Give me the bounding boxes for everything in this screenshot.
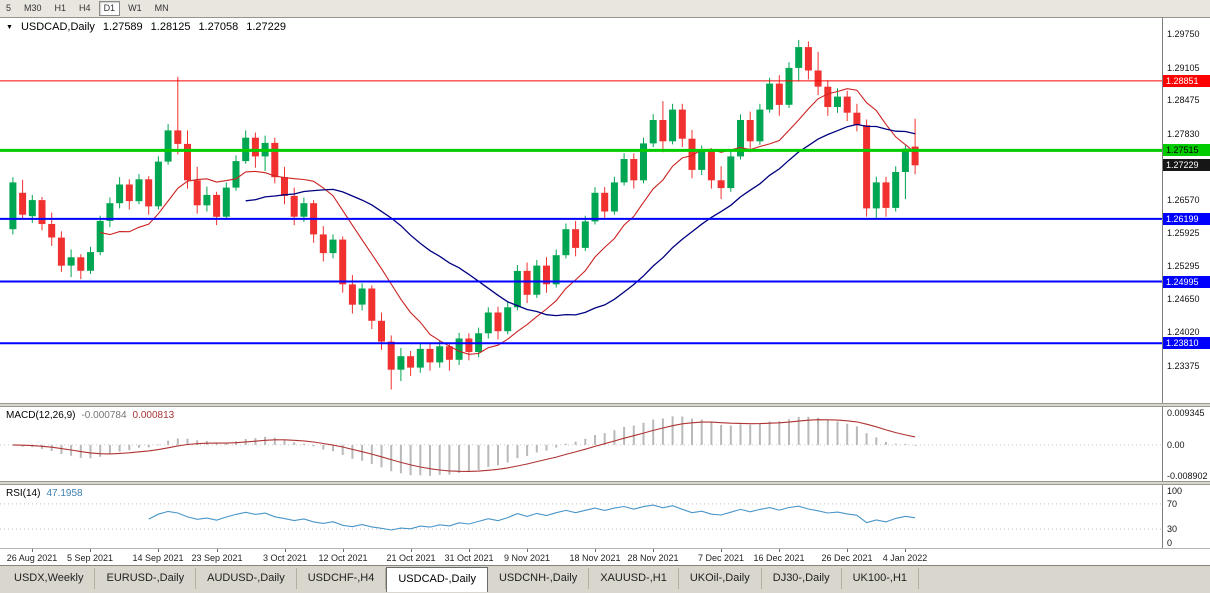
price-axis-label: 1.28475 — [1167, 95, 1200, 106]
timeframe-button-mn[interactable]: MN — [154, 3, 169, 13]
timeframe-button-5[interactable]: 5 — [6, 3, 12, 13]
price-axis-label: 1.29105 — [1167, 62, 1200, 73]
high-value: 1.28125 — [150, 21, 191, 33]
price-axis-label: 1.25925 — [1167, 228, 1200, 239]
chart-tabs: USDX,Weekly EURUSD-,Daily AUDUSD-,Daily USD… — [0, 565, 1210, 593]
symbol-marker-icon: ▼ — [6, 24, 13, 31]
time-tick — [653, 549, 654, 552]
rsi-chart-canvas[interactable] — [0, 485, 1162, 548]
timeframe-button-h1[interactable]: H1 — [54, 3, 67, 13]
price-level-tag: 1.23810 — [1163, 337, 1210, 349]
chart-tab-dj30-daily[interactable]: DJ30-,Daily — [762, 568, 842, 589]
rsi-value: 47.1958 — [46, 488, 83, 499]
price-axis-label: 1.23375 — [1167, 360, 1200, 371]
date-label: 14 Sep 2021 — [132, 553, 184, 563]
rsi-name: RSI(14) — [6, 488, 41, 499]
time-tick — [285, 549, 286, 552]
time-tick — [779, 549, 780, 552]
rsi-axis-label: 0 — [1167, 538, 1173, 548]
time-tick — [595, 549, 596, 552]
price-axis[interactable]: 1.29750 1.29105 1.28475 1.27830 1.26570 1.259… — [1162, 18, 1210, 548]
time-tick — [527, 549, 528, 552]
date-label: 5 Sep 2021 — [66, 553, 114, 563]
price-level-tag: 1.28851 — [1163, 75, 1210, 87]
open-value: 1.27589 — [102, 21, 143, 33]
time-tick — [847, 549, 848, 552]
time-tick — [905, 549, 906, 552]
time-axis[interactable]: 26 Aug 2021 5 Sep 2021 14 Sep 2021 23 Sep 2… — [0, 548, 1210, 565]
chart-tab-usdchf-h4[interactable]: USDCHF-,H4 — [297, 568, 387, 589]
pane-resize-handle-rsi[interactable] — [0, 481, 1210, 485]
rsi-pane[interactable]: RSI(14) 47.1958 — [0, 485, 1162, 548]
low-value: 1.27058 — [198, 21, 239, 33]
time-tick — [90, 549, 91, 552]
date-label: 26 Aug 2021 — [6, 553, 58, 563]
date-label: 16 Dec 2021 — [753, 553, 805, 563]
price-axis-label: 1.24650 — [1167, 294, 1200, 305]
macd-axis-label: -0.008902 — [1167, 471, 1208, 481]
price-axis-label: 1.29750 — [1167, 29, 1200, 40]
time-tick — [343, 549, 344, 552]
timeframe-toolbar: 5 M30 H1 H4 D1 W1 MN — [0, 0, 1210, 18]
symbol-timeframe-label: USDCAD,Daily — [20, 21, 95, 33]
timeframe-button-w1[interactable]: W1 — [128, 3, 142, 13]
price-pane[interactable]: ▼ USDCAD,Daily 1.27589 1.28125 1.27058 1… — [0, 18, 1162, 403]
chart-tab-xauusd-h1[interactable]: XAUUSD-,H1 — [589, 568, 679, 589]
macd-value: -0.000784 — [81, 410, 127, 421]
macd-axis-label: 0.00 — [1167, 439, 1185, 450]
chart-ohlc-label: ▼ USDCAD,Daily 1.27589 1.28125 1.27058 1… — [6, 21, 286, 33]
macd-pane[interactable]: MACD(12,26,9) -0.000784 0.000813 — [0, 407, 1162, 481]
price-axis-label: 1.24020 — [1167, 327, 1200, 338]
price-chart-canvas[interactable] — [0, 18, 1162, 403]
date-label: 4 Jan 2022 — [882, 553, 928, 563]
macd-chart-canvas[interactable] — [0, 407, 1162, 481]
chart-tab-usdcnh-daily[interactable]: USDCNH-,Daily — [488, 568, 590, 589]
time-tick — [411, 549, 412, 552]
date-label: 28 Nov 2021 — [627, 553, 679, 563]
pane-resize-handle-macd[interactable] — [0, 403, 1210, 407]
price-axis-label: 1.25295 — [1167, 260, 1200, 271]
price-level-tag: 1.26199 — [1163, 213, 1210, 225]
date-label: 21 Oct 2021 — [386, 553, 436, 563]
price-level-tag: 1.24995 — [1163, 276, 1210, 288]
chart-tab-usdx-weekly[interactable]: USDX,Weekly — [3, 568, 96, 589]
timeframe-button-d1[interactable]: D1 — [98, 1, 121, 16]
date-label: 12 Oct 2021 — [318, 553, 368, 563]
time-tick — [469, 549, 470, 552]
date-label: 18 Nov 2021 — [569, 553, 621, 563]
timeframe-button-h4[interactable]: H4 — [79, 3, 91, 13]
price-axis-label: 1.27830 — [1167, 129, 1200, 140]
chart-tab-usdcad-daily[interactable]: USDCAD-,Daily — [386, 567, 488, 592]
chart-tab-ukoil-daily[interactable]: UKOil-,Daily — [679, 568, 762, 589]
date-label: 23 Sep 2021 — [191, 553, 243, 563]
chart-window: ▼ USDCAD,Daily 1.27589 1.28125 1.27058 1… — [0, 18, 1210, 565]
rsi-axis-label: 70 — [1167, 498, 1178, 509]
date-label: 31 Oct 2021 — [444, 553, 494, 563]
time-tick — [158, 549, 159, 552]
current-price-tag: 1.27229 — [1163, 159, 1210, 171]
chart-tab-audusd-daily[interactable]: AUDUSD-,Daily — [196, 568, 297, 589]
macd-axis-label: 0.009345 — [1167, 408, 1205, 418]
macd-signal-value: 0.000813 — [132, 410, 175, 421]
macd-indicator-label: MACD(12,26,9) -0.000784 0.000813 — [6, 410, 174, 421]
date-label: 26 Dec 2021 — [821, 553, 873, 563]
macd-name: MACD(12,26,9) — [6, 410, 76, 421]
rsi-axis-label: 30 — [1167, 524, 1178, 535]
rsi-indicator-label: RSI(14) 47.1958 — [6, 488, 83, 499]
timeframe-button-m30[interactable]: M30 — [24, 3, 42, 13]
time-tick — [217, 549, 218, 552]
rsi-axis-label: 100 — [1167, 486, 1183, 496]
date-label: 3 Oct 2021 — [262, 553, 308, 563]
price-level-tag: 1.27515 — [1163, 144, 1210, 156]
date-label: 9 Nov 2021 — [503, 553, 551, 563]
close-value: 1.27229 — [246, 21, 286, 33]
date-label: 7 Dec 2021 — [697, 553, 745, 563]
chart-tab-uk100-h1[interactable]: UK100-,H1 — [842, 568, 920, 589]
time-tick — [721, 549, 722, 552]
time-tick — [32, 549, 33, 552]
chart-tab-eurusd-daily[interactable]: EURUSD-,Daily — [95, 568, 197, 589]
price-axis-label: 1.26570 — [1167, 194, 1200, 205]
